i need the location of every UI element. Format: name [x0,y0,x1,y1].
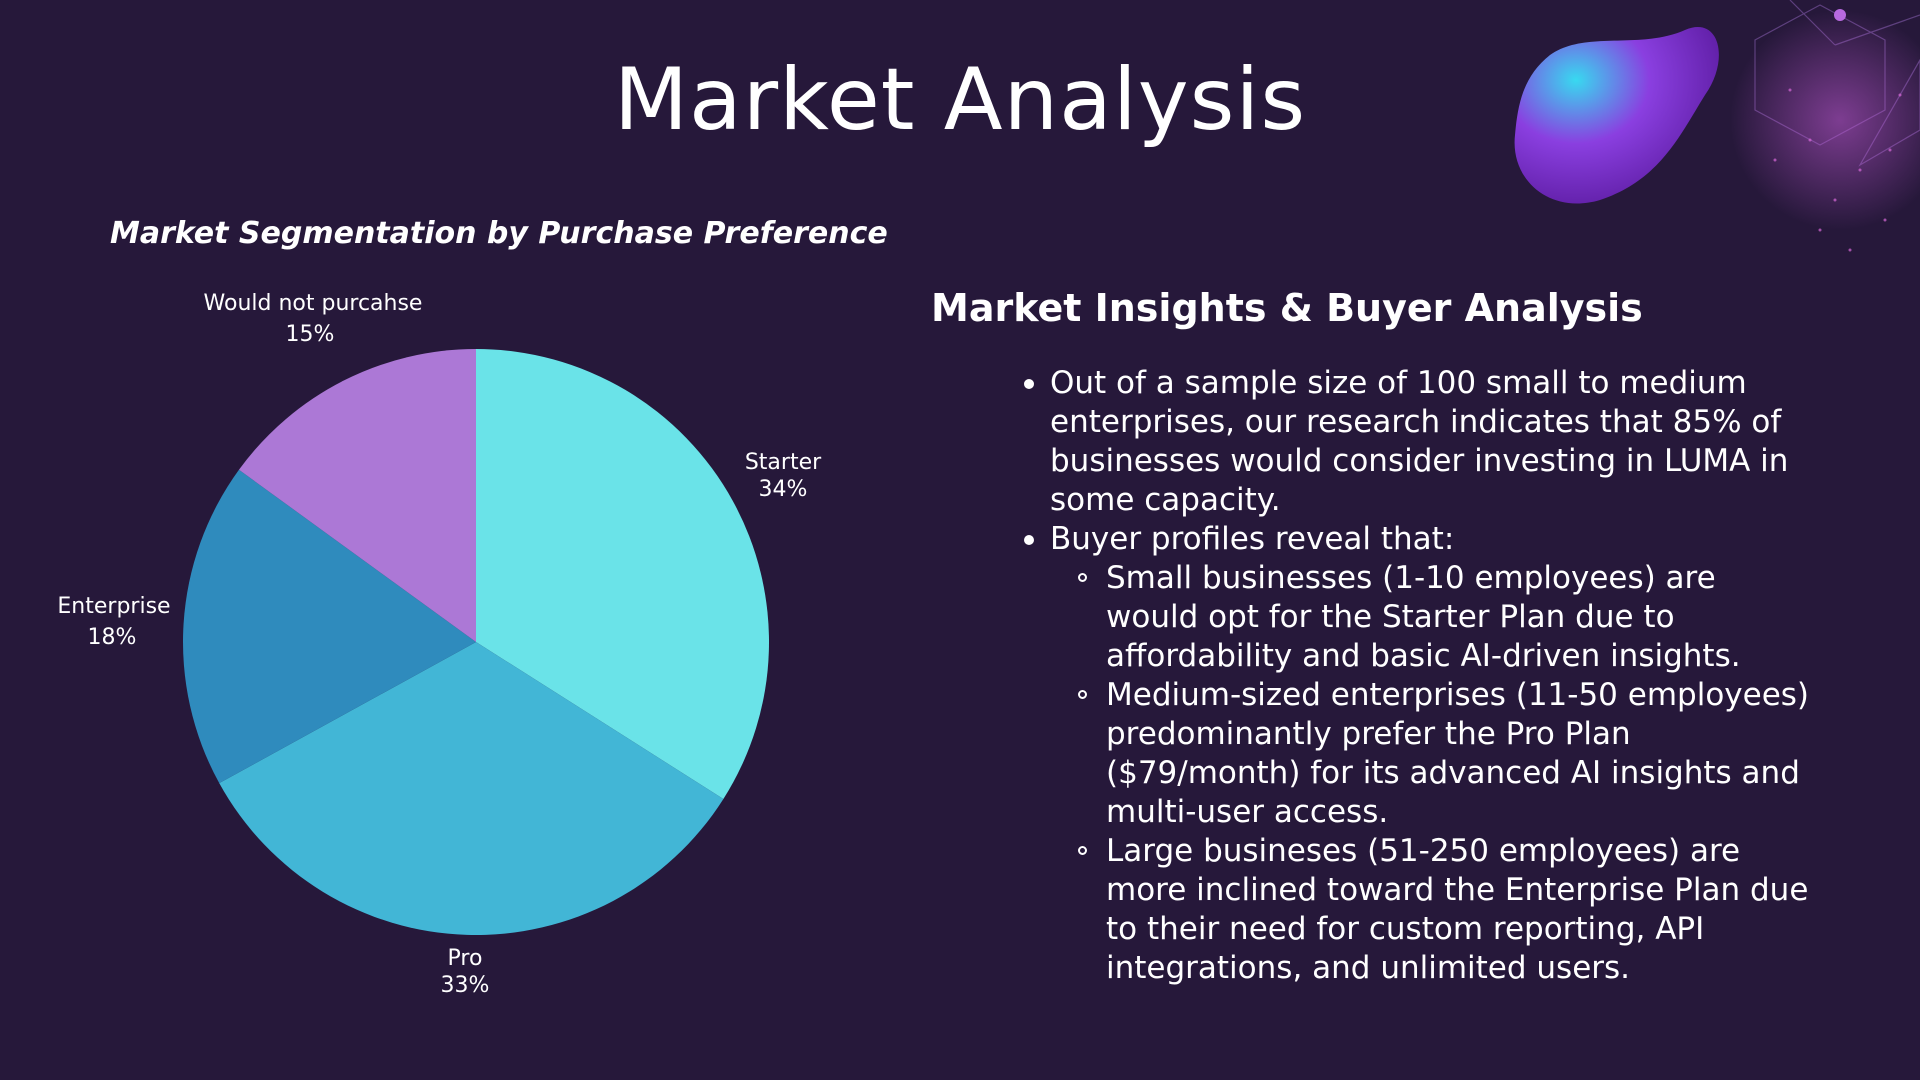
would-not-label-value: 15% [286,322,335,347]
pie-slice-pro [219,642,724,936]
starter-label-value: 34% [759,477,808,502]
sub-bullet-small-business: Small businesses (1-10 employees) are wo… [1022,559,1812,676]
insight-bullet-buyer-profiles: Buyer profiles reveal that: Small busine… [1022,520,1812,988]
pie-chart: Starter 34% Pro 33% Enterprise 18% Would… [57,291,822,998]
pro-label-name: Pro [448,946,483,971]
buyer-profiles-intro: Buyer profiles reveal that: [1022,520,1812,559]
pro-label-value: 33% [441,973,490,998]
insight-bullet-sample: Out of a sample size of 100 small to med… [1022,364,1812,520]
insights-heading: Market Insights & Buyer Analysis [931,286,1643,330]
insights-body: Out of a sample size of 100 small to med… [1022,364,1812,988]
pie-slice-enterprise [183,469,476,784]
chart-title: Market Segmentation by Purchase Preferen… [110,216,888,251]
enterprise-label-name: Enterprise [57,594,170,619]
decorative-blob-graphic [1514,0,1920,252]
would-not-label-name: Would not purcahse [204,291,423,316]
pie-slice-would-not [238,349,476,642]
pie-slice-starter [476,349,770,799]
slide-title: Market Analysis [613,50,1307,150]
starter-label-name: Starter [745,450,822,475]
enterprise-label-value: 18% [88,625,137,650]
sub-bullet-large-business: Large busineses (51-250 employees) are m… [1022,832,1812,988]
sub-bullet-medium-enterprise: Medium-sized enterprises (11-50 employee… [1022,676,1812,832]
